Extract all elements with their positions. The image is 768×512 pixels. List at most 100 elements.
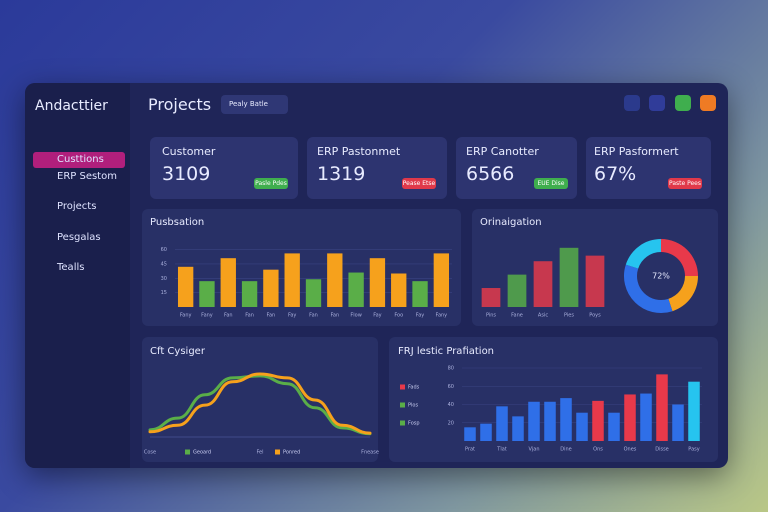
x-tick-label: Fan (330, 313, 339, 319)
y-tick-label: 20 (448, 420, 454, 426)
bar (507, 274, 527, 307)
bar (528, 401, 540, 441)
kpi-card: ERP Canotter 6566 EUE Dise (456, 137, 577, 199)
donut-segment (668, 276, 698, 312)
icon-button[interactable] (649, 95, 665, 111)
bar (656, 374, 668, 441)
bar (688, 381, 700, 441)
x-tick-label: Fany (201, 313, 213, 319)
x-tick-label: Cose (144, 450, 156, 456)
kpi-badge: EUE Dise (534, 178, 568, 189)
line-series (148, 372, 372, 435)
chart-title: Pusbsation (150, 217, 204, 228)
bar (496, 406, 508, 441)
x-tick-label: Vjan (528, 447, 539, 453)
nav-item[interactable]: ERP Sestom (57, 171, 117, 182)
bar (559, 247, 579, 307)
nav-item[interactable]: Projects (57, 201, 97, 212)
nav-item[interactable]: Tealls (57, 262, 85, 273)
bar (480, 423, 492, 441)
bar (592, 400, 604, 441)
bar (608, 412, 620, 441)
x-tick-label: Pasy (688, 447, 699, 453)
bar (391, 273, 407, 307)
legend-swatch (400, 384, 405, 390)
x-tick-label: Foo (394, 313, 403, 319)
bar (199, 281, 215, 307)
kpi-value: 1319 (317, 163, 366, 185)
x-tick-label: Fane (511, 313, 523, 319)
donut-segment (624, 264, 673, 314)
bar (369, 258, 386, 307)
kpi-value: 6566 (466, 163, 515, 185)
legend-label: Fads (408, 385, 420, 391)
x-tick-label: Prat (465, 447, 475, 453)
x-tick-label: Fay (373, 313, 381, 319)
chart-panel (142, 209, 461, 326)
kpi-badge: Paste Pees (668, 178, 702, 189)
bar (241, 281, 258, 307)
x-tick-label: Fay (288, 313, 296, 319)
x-tick-label: Asic (538, 313, 548, 319)
x-tick-label: Flow (350, 313, 361, 319)
bar (481, 288, 501, 307)
x-tick-label: Ons (593, 447, 603, 453)
x-tick-label: Fan (267, 313, 276, 319)
y-tick-label: 30 (161, 276, 167, 282)
nav-item[interactable]: Pesgalas (57, 232, 101, 243)
icon-button[interactable] (624, 95, 640, 111)
y-tick-label: 45 (161, 261, 167, 267)
x-tick-label: Tlat (496, 447, 507, 453)
bar (624, 394, 636, 441)
icon-button[interactable] (675, 95, 691, 111)
chart-title: FRJ lestic Prafiation (398, 346, 494, 357)
legend-label: Geoard (193, 450, 211, 456)
kpi-badge: Pasle Pdes (254, 178, 288, 189)
bar (512, 416, 524, 441)
filter-dropdown[interactable]: Pealy Batle (221, 95, 288, 114)
kpi-card: ERP Pastonmet 1319 Pease Etse (307, 137, 447, 199)
x-tick-label: Fay (416, 313, 424, 319)
legend-swatch (185, 449, 190, 455)
app-window: Andacttier Custtions ERP Sestom Projects… (25, 83, 728, 468)
bar (672, 404, 684, 441)
x-tick-label: Fan (245, 313, 254, 319)
kpi-card: Customer 3109 Pasle Pdes (150, 137, 298, 199)
x-tick-label: Ones (624, 447, 637, 453)
kpi-value: 67% (594, 163, 637, 185)
brand: Andacttier (35, 98, 108, 114)
bar (560, 398, 572, 441)
y-tick-label: 80 (448, 366, 454, 372)
legend-label: Fosp (408, 421, 420, 427)
bar (640, 393, 652, 441)
x-tick-label: Dine (560, 447, 571, 453)
nav-item[interactable]: Custtions (33, 152, 125, 168)
kpi-label: ERP Pastonmet (317, 145, 401, 158)
bar (220, 258, 236, 307)
kpi-label: ERP Pasformert (594, 145, 679, 158)
kpi-value: 3109 (162, 163, 211, 185)
legend-label: Plos (408, 403, 418, 409)
bar (348, 272, 364, 307)
bar (576, 412, 588, 441)
x-tick-label: Fany (436, 313, 448, 319)
kpi-card: ERP Pasformert 67% Paste Pees (586, 137, 711, 199)
bar (412, 281, 428, 307)
x-tick-label: Fan (309, 313, 318, 319)
y-tick-label: 15 (161, 290, 167, 296)
kpi-label: Customer (162, 145, 216, 158)
donut-segment (625, 239, 661, 269)
x-tick-label: Pies (564, 313, 574, 319)
x-tick-label: Fel (256, 450, 263, 456)
y-tick-label: 60 (161, 247, 167, 253)
y-tick-label: 40 (448, 402, 454, 408)
icon-button[interactable] (700, 95, 716, 111)
x-tick-label: Fany (180, 313, 192, 319)
x-tick-label: Fnease (361, 450, 379, 456)
bar (177, 266, 194, 307)
legend-swatch (400, 420, 405, 426)
bar (305, 279, 322, 307)
bar (327, 253, 343, 307)
